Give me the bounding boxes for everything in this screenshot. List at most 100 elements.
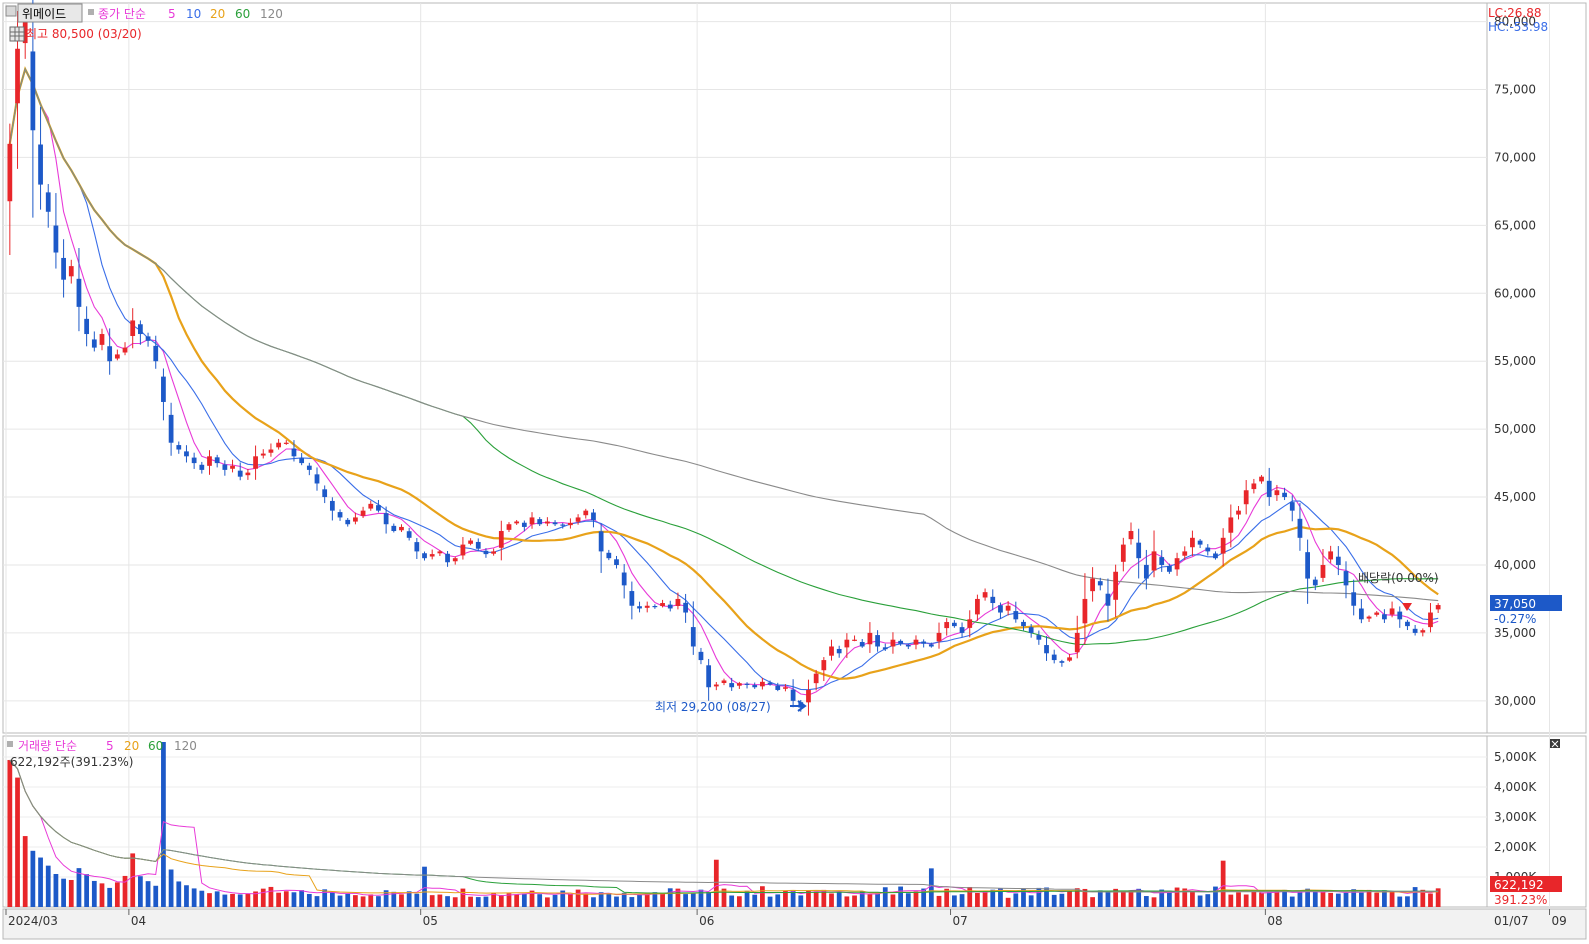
volume-bar: [130, 853, 136, 907]
candle-body: [1266, 480, 1272, 498]
candle-body: [1282, 492, 1287, 498]
candle-body: [1228, 517, 1234, 533]
volume-bar: [852, 895, 857, 907]
volume-bar: [329, 891, 335, 907]
volume-bar: [521, 893, 527, 907]
candle-body: [1197, 540, 1203, 545]
volume-bar: [1205, 894, 1211, 907]
volume-bar: [1021, 888, 1026, 907]
volume-bar: [913, 891, 919, 907]
candle-body: [1243, 490, 1249, 505]
volume-bar: [22, 836, 28, 907]
volume-bar: [706, 891, 712, 907]
candle-body: [1220, 537, 1226, 554]
candle-body: [1120, 544, 1126, 562]
candle-body: [207, 456, 212, 466]
volume-bar: [268, 886, 274, 907]
volume-bar: [1335, 893, 1341, 907]
volume-bar: [552, 894, 558, 907]
candle-body: [882, 647, 888, 650]
candle-body: [68, 266, 74, 277]
candle-body: [437, 551, 443, 554]
volume-tick-label: 5,000K: [1494, 750, 1537, 764]
volume-bar: [675, 888, 681, 907]
candle-body: [1213, 553, 1218, 559]
stock-name: 위메이드: [22, 7, 66, 21]
volume-bar: [114, 882, 120, 907]
candle-body: [38, 144, 43, 185]
candle-body: [844, 639, 850, 648]
candle-body: [452, 558, 458, 562]
volume-bar: [460, 888, 466, 907]
candle-body: [1128, 531, 1134, 540]
volume-bar: [1343, 892, 1349, 907]
volume-bar: [1366, 889, 1372, 907]
grid-table-icon-lines: [10, 27, 24, 41]
legend-ma10: 10: [186, 7, 201, 21]
volume-bar: [667, 888, 673, 907]
volume-bar: [821, 889, 827, 907]
candle-body: [652, 605, 658, 608]
candle-body: [560, 524, 566, 526]
volume-bar: [429, 895, 435, 907]
volume-bar: [1059, 893, 1065, 907]
candle-body: [1136, 542, 1142, 559]
month-label: 08: [1267, 914, 1282, 928]
volume-bar: [1405, 896, 1410, 907]
volume-bar: [798, 895, 804, 907]
volume-bar: [1266, 892, 1272, 907]
candle-body: [729, 683, 735, 688]
volume-legend-ma120: 120: [174, 739, 197, 753]
volume-bar: [360, 896, 366, 907]
candle-body: [260, 453, 266, 456]
price-tick-label: 40,000: [1494, 558, 1536, 572]
volume-bar: [399, 894, 404, 907]
volume-bar: [744, 890, 750, 907]
stock-name-box[interactable]: [17, 3, 83, 23]
candle-body: [667, 604, 673, 609]
candle-body: [905, 644, 911, 647]
price-tick-label: 70,000: [1494, 150, 1536, 164]
candle-body: [1428, 612, 1433, 628]
volume-bar: [1328, 892, 1334, 907]
candle-body: [644, 605, 650, 608]
candle-body: [821, 660, 827, 671]
candle-body: [1343, 571, 1349, 586]
volume-bar: [637, 894, 642, 907]
volume-bar: [491, 893, 497, 907]
candle-body: [706, 665, 712, 688]
month-label: 05: [423, 914, 438, 928]
candle-body: [1405, 621, 1410, 627]
volume-bar: [1312, 891, 1318, 907]
candle-body: [852, 639, 857, 641]
volume-bar: [1389, 890, 1395, 907]
candle-body: [913, 639, 919, 645]
volume-legend-ma60: 60: [148, 739, 163, 753]
grid-table-icon[interactable]: [9, 26, 25, 42]
volume-tick-label: 2,000K: [1494, 840, 1537, 854]
candle-body: [859, 642, 865, 647]
candle-body: [1059, 661, 1065, 663]
candle-body: [230, 465, 235, 469]
candle-body: [7, 143, 13, 202]
menu-icon[interactable]: [5, 5, 17, 17]
volume-bar: [299, 890, 305, 907]
candle-body: [721, 680, 727, 684]
close-pane-icon-x: [1551, 740, 1559, 748]
volume-bar: [345, 893, 351, 907]
volume-bar: [1289, 896, 1295, 907]
candle-body: [1182, 551, 1188, 556]
candle-body: [514, 521, 520, 524]
candle-body: [1190, 537, 1195, 548]
price-tick-label: 60,000: [1494, 286, 1536, 300]
volume-bar: [859, 891, 865, 907]
candle-body: [383, 513, 389, 525]
volume-bar: [1351, 889, 1357, 907]
volume-ma120-line: [9, 759, 1439, 893]
volume-bar: [253, 891, 258, 907]
candle-body: [1074, 632, 1080, 653]
volume-bar: [729, 895, 735, 907]
candle-body: [867, 632, 873, 645]
candle-body: [283, 442, 289, 444]
